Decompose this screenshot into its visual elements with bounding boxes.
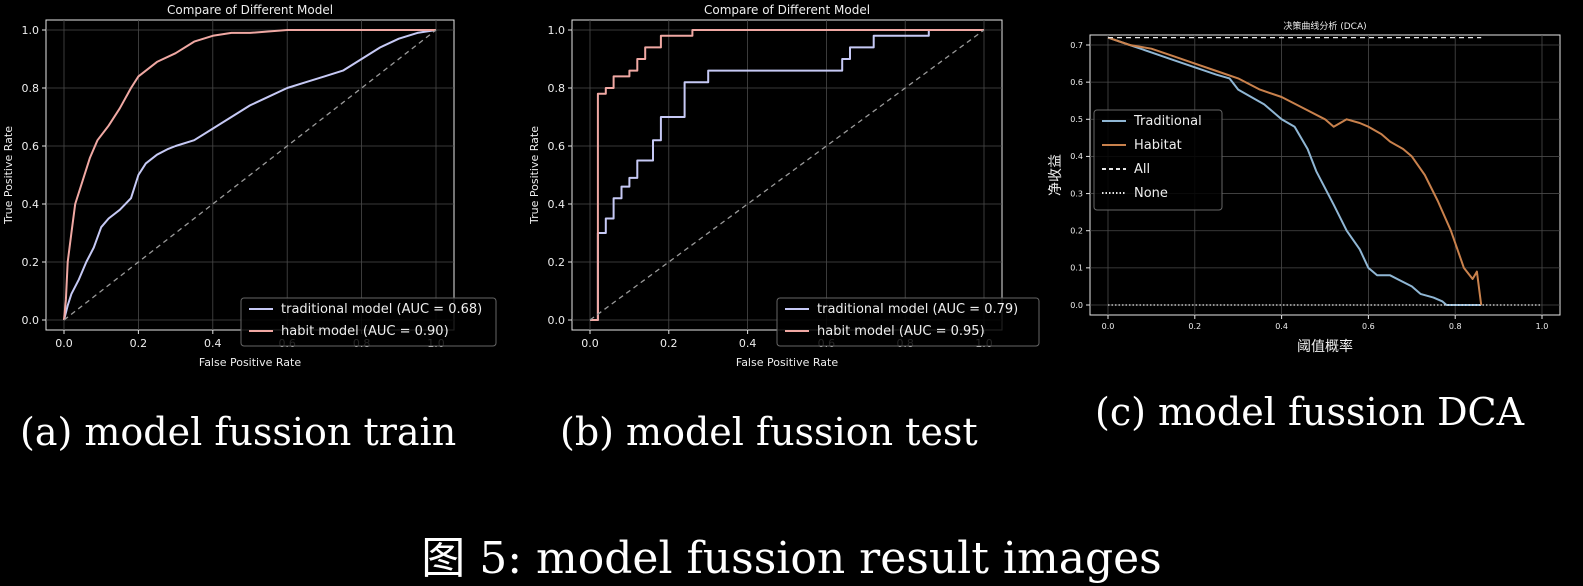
traditional-series-line [1107, 36, 1482, 306]
x-tick-label: 0.0 [581, 337, 599, 350]
traditional-series-line [590, 29, 984, 321]
y-tick-label: 0.0 [1070, 301, 1083, 310]
y-tick-label: 0.0 [22, 314, 40, 327]
x-tick-label: 0.2 [130, 337, 148, 350]
caption-a: (a) model fussion train [20, 410, 457, 454]
x-axis-label: False Positive Rate [736, 356, 838, 369]
roc-test-chart: 0.00.20.40.60.81.00.00.20.40.60.81.0Comp… [528, 3, 1040, 369]
y-tick-label: 0.7 [1070, 41, 1083, 50]
legend-label: traditional model (AUC = 0.79) [817, 302, 1018, 317]
legend-label: Habitat [1134, 138, 1182, 153]
y-tick-label: 0.4 [22, 198, 40, 211]
x-tick-label: 0.6 [1362, 322, 1375, 331]
y-tick-label: 0.4 [548, 198, 566, 211]
y-tick-label: 0.1 [1070, 264, 1083, 273]
legend-label: Traditional [1133, 114, 1202, 129]
habit-series-line [63, 29, 436, 321]
caption-b: (b) model fussion test [560, 410, 978, 454]
y-tick-label: 0.6 [22, 140, 40, 153]
chart-title: Compare of Different Model [704, 3, 870, 17]
y-tick-label: 0.2 [1070, 227, 1083, 236]
caption-c: (c) model fussion DCA [1095, 390, 1525, 434]
traditional-series-line [63, 29, 437, 321]
legend-label: habit model (AUC = 0.90) [281, 324, 449, 339]
plot-frame [1089, 34, 1561, 316]
legend-label: habit model (AUC = 0.95) [817, 324, 985, 339]
legend-box [776, 297, 1040, 347]
x-tick-label: 0.4 [739, 337, 757, 350]
habit-series-line [590, 29, 984, 321]
y-tick-label: 0.6 [548, 140, 566, 153]
reference-series-line [589, 29, 985, 321]
y-tick-label: 0.3 [1070, 189, 1083, 198]
y-tick-label: 0.2 [22, 256, 40, 269]
chart-title: 决策曲线分析 (DCA) [1283, 20, 1366, 32]
x-axis-label: False Positive Rate [199, 356, 301, 369]
y-axis-label: True Positive Rate [528, 126, 541, 225]
legend-label: All [1134, 162, 1150, 177]
y-tick-label: 0.6 [1070, 78, 1083, 87]
y-axis-label: True Positive Rate [2, 126, 15, 225]
x-tick-label: 0.0 [55, 337, 73, 350]
legend-label: None [1134, 186, 1168, 201]
chart-title: Compare of Different Model [167, 3, 333, 17]
y-tick-label: 0.8 [548, 82, 566, 95]
dca-chart: 0.0 0.2 0.4 0.6 0.8 1.0 0.0 0.1 0.2 0.3 0.4 0.5 0.6 0… [1048, 20, 1561, 355]
habitat-series-line [1107, 36, 1483, 306]
y-axis-label: 净收益 [1048, 154, 1064, 196]
x-tick-label: 1.0 [1536, 322, 1549, 331]
y-tick-label: 0.8 [22, 82, 40, 95]
roc-train-chart: 0.00.20.40.60.81.00.00.20.40.60.81.0Comp… [2, 3, 497, 369]
legend-box [240, 297, 497, 347]
y-tick-label: 1.0 [22, 24, 40, 37]
x-axis-label: 阈值概率 [1297, 338, 1353, 355]
x-tick-label: 0.8 [1449, 322, 1462, 331]
y-tick-label: 1.0 [548, 24, 566, 37]
y-tick-label: 0.2 [548, 256, 566, 269]
x-tick-label: 0.2 [660, 337, 678, 350]
y-tick-label: 0.5 [1070, 115, 1083, 124]
y-tick-label: 0.4 [1070, 152, 1083, 161]
x-tick-label: 0.4 [204, 337, 222, 350]
legend-box [1093, 109, 1223, 211]
x-tick-label: 0.0 [1102, 322, 1115, 331]
legend-label: traditional model (AUC = 0.68) [281, 302, 482, 317]
y-tick-label: 0.0 [548, 314, 566, 327]
reference-series-line [63, 29, 437, 321]
x-tick-label: 0.4 [1275, 322, 1288, 331]
figure-caption: 图 5: model fussion result images [421, 533, 1162, 584]
x-tick-label: 0.2 [1188, 322, 1201, 331]
